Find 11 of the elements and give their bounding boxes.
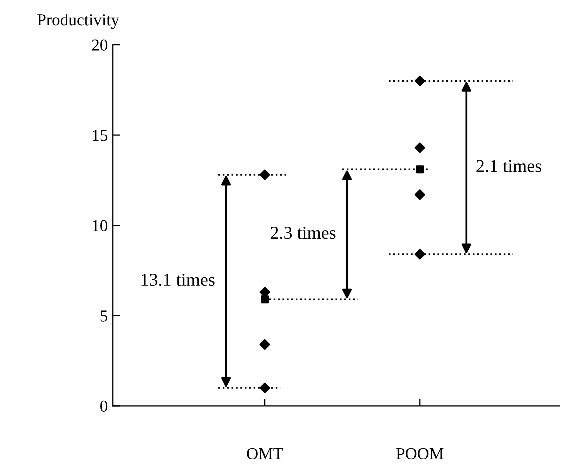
annotation: 13.1 times bbox=[142, 274, 215, 286]
y-tick-label: 15 bbox=[93, 130, 108, 142]
x-tick-label: POOM bbox=[396, 448, 444, 460]
y-tick-label: 20 bbox=[92, 40, 108, 51]
annotation: 2.1 times bbox=[476, 160, 542, 172]
y-tick-label: 0 bbox=[100, 400, 108, 412]
annotation: 2.3 times bbox=[270, 227, 336, 240]
x-tick-label: OMT bbox=[247, 448, 284, 460]
y-axis-title: Productivity bbox=[38, 14, 120, 30]
y-tick-label: 5 bbox=[100, 310, 108, 322]
y-tick-label: 10 bbox=[93, 220, 108, 232]
